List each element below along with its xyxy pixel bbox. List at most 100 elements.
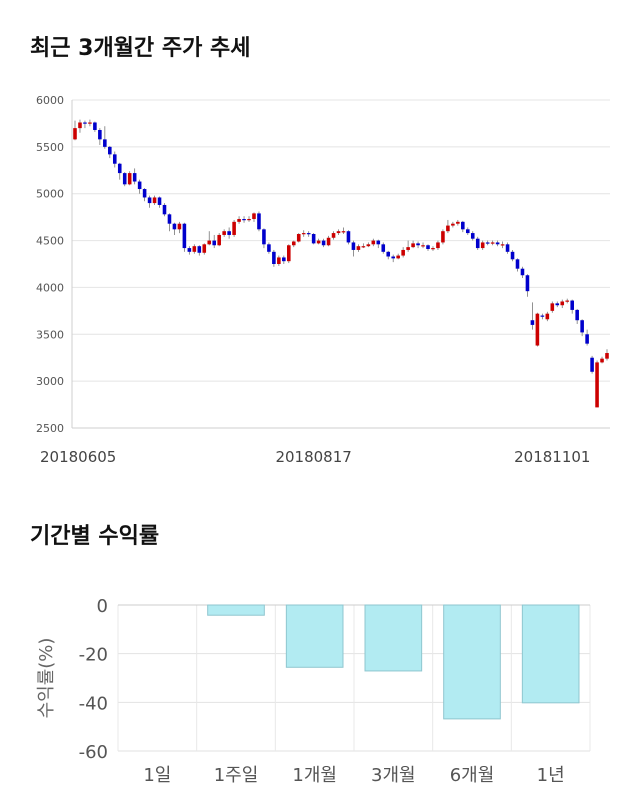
candle-body: [600, 358, 604, 363]
candle-body: [401, 249, 405, 256]
candle-body: [227, 231, 231, 235]
candle-body: [436, 242, 440, 249]
candle-body: [142, 189, 147, 198]
return-by-period-title: 기간별 수익률: [30, 524, 160, 549]
candle-body: [277, 257, 281, 264]
y-tick-label: 6000: [36, 94, 64, 107]
candle-body: [555, 303, 560, 306]
candle-body: [595, 362, 599, 408]
price-trend-title: 최근 3개월간 주가 추세: [30, 36, 251, 61]
candle-body: [500, 244, 505, 246]
y-tick-label: 2500: [36, 422, 64, 435]
candle-body: [565, 300, 570, 302]
candle-body: [192, 246, 197, 252]
candle-body: [316, 240, 321, 244]
return-bar: [364, 604, 423, 672]
candle-body: [371, 240, 376, 245]
candle-body: [605, 353, 609, 359]
return-bar: [521, 604, 580, 704]
candle-body: [510, 251, 515, 260]
candle-body: [267, 244, 271, 252]
candle-body: [356, 246, 361, 250]
candle-body: [381, 244, 386, 252]
candle-body: [376, 240, 381, 245]
x-tick-label: 20181101: [514, 448, 590, 466]
candle-body: [465, 229, 470, 234]
candle-body: [93, 122, 97, 130]
x-tick-label: 1개월: [292, 765, 337, 786]
x-tick-label: 3개월: [371, 765, 416, 786]
candle-body: [78, 122, 82, 129]
candle-body: [287, 245, 291, 262]
candle-body: [321, 240, 326, 246]
x-tick-label: 1주일: [214, 765, 259, 786]
y-tick-label: 4500: [36, 235, 64, 248]
candle-body: [406, 247, 410, 250]
y-tick-label: 0: [97, 596, 108, 617]
candle-body: [391, 256, 395, 259]
x-tick-label: 20180605: [40, 448, 116, 466]
candle-body: [485, 242, 490, 244]
candle-body: [505, 244, 510, 252]
candle-body: [187, 248, 192, 252]
y-tick-label: 3500: [36, 328, 64, 341]
candle-body: [461, 221, 465, 230]
candle-body: [411, 243, 415, 248]
candle-body: [396, 255, 400, 259]
candle-body: [282, 257, 286, 262]
candle-body: [262, 229, 266, 245]
candle-body: [346, 231, 351, 243]
return-bar: [285, 604, 344, 668]
y-axis-label: 수익률(%): [36, 638, 57, 719]
candle-body: [550, 303, 555, 311]
candle-body: [272, 251, 276, 264]
candle-body: [177, 223, 182, 230]
x-tick-label: 1년: [537, 765, 565, 786]
candle-body: [122, 173, 127, 185]
candle-body: [182, 223, 187, 249]
candle-body: [83, 122, 87, 124]
candle-body: [132, 173, 137, 182]
candle-body: [575, 309, 579, 321]
candle-body: [217, 234, 221, 246]
candle-body: [366, 244, 371, 247]
candle-body: [172, 223, 177, 230]
candle-body: [421, 245, 425, 247]
candle-body: [73, 128, 77, 140]
candle-body: [117, 163, 122, 174]
candle-body: [237, 219, 241, 222]
candle-body: [103, 139, 107, 147]
candle-body: [525, 275, 530, 292]
candle-body: [306, 233, 311, 235]
candle-body: [202, 244, 207, 253]
candle-body: [545, 313, 550, 320]
candle-body: [416, 243, 420, 246]
candle-body: [451, 223, 455, 226]
candle-body: [560, 301, 565, 306]
candle-body: [232, 221, 236, 235]
candle-body: [108, 146, 112, 155]
candle-body: [242, 219, 246, 221]
candle-body: [137, 181, 142, 190]
candle-body: [441, 231, 445, 243]
candle-body: [480, 242, 485, 249]
y-tick-label: 4000: [36, 281, 64, 294]
y-tick-label: -20: [79, 645, 108, 666]
candle-body: [341, 231, 346, 233]
candle-body: [520, 268, 525, 276]
candle-body: [222, 231, 226, 235]
y-tick-label: -40: [79, 693, 108, 714]
candle-body: [495, 242, 500, 245]
candle-body: [515, 259, 520, 269]
candle-body: [311, 234, 316, 244]
candle-body: [88, 122, 92, 124]
candle-body: [361, 246, 366, 248]
candle-body: [147, 197, 152, 204]
y-tick-label: 3000: [36, 375, 64, 388]
candle-body: [152, 197, 157, 204]
candle-body: [470, 233, 475, 239]
candle-body: [247, 219, 251, 221]
y-tick-label: 5500: [36, 141, 64, 154]
candle-body: [157, 197, 162, 205]
